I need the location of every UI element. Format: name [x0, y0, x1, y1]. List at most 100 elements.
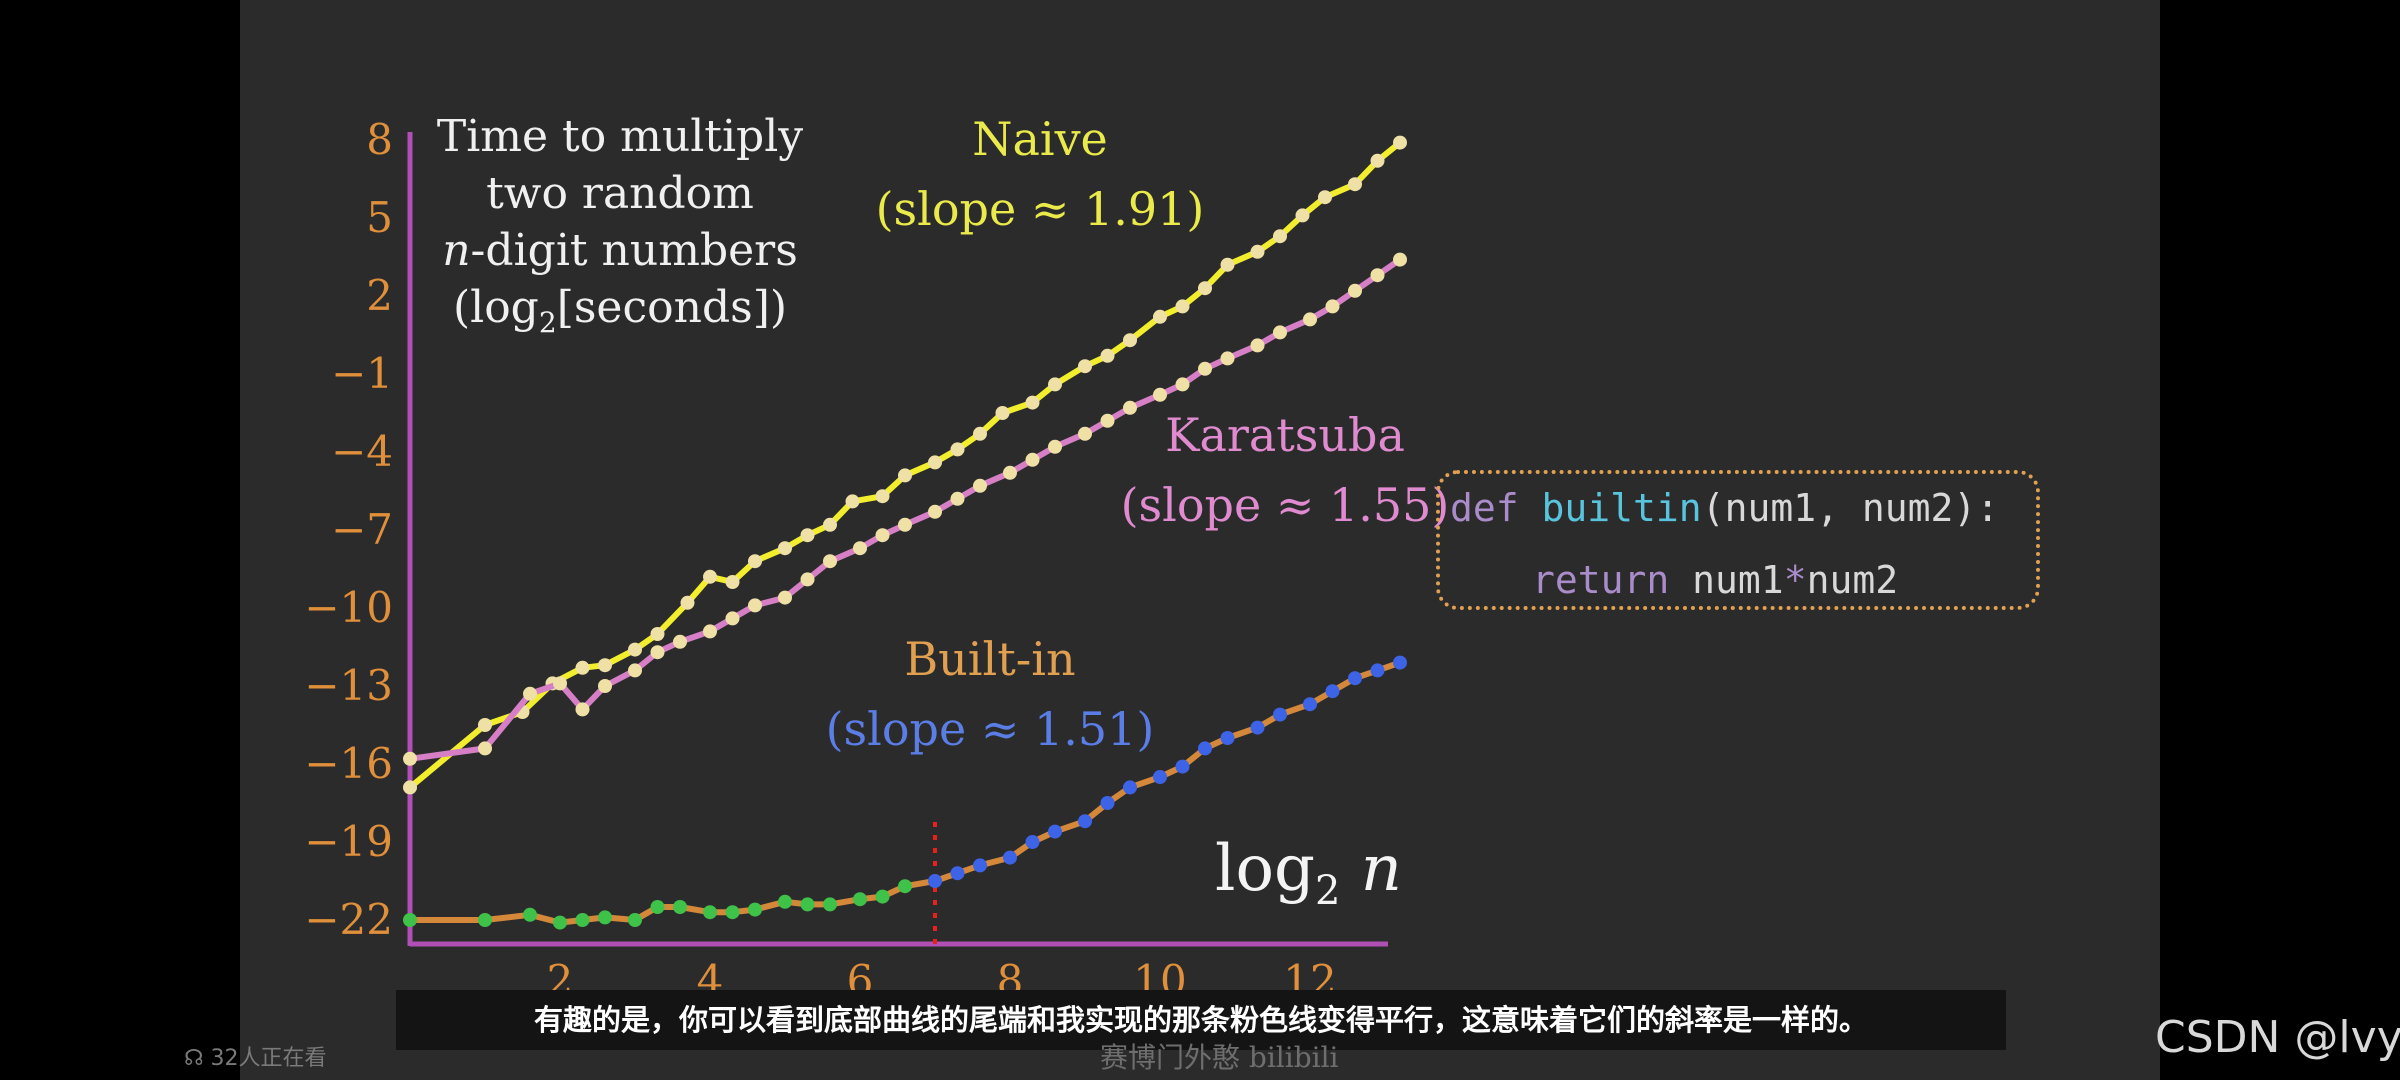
karatsuba-data-point — [598, 679, 612, 693]
naive-data-point — [778, 541, 792, 556]
naive-data-point — [800, 528, 815, 543]
naive-data-point — [928, 455, 942, 470]
karatsuba-data-point — [748, 598, 762, 613]
builtin-data-point — [1370, 663, 1385, 678]
naive-data-point — [598, 658, 612, 673]
naive-data-point — [628, 642, 642, 657]
karatsuba-data-point — [1003, 465, 1017, 480]
karatsuba-label: Karatsuba — [1165, 408, 1405, 462]
naive-data-point — [1198, 281, 1212, 296]
karatsuba-data-point — [403, 751, 417, 766]
y-tick-label: −10 — [304, 583, 393, 632]
karatsuba-data-point — [650, 645, 665, 660]
karatsuba-data-point — [950, 491, 965, 506]
karatsuba-data-point — [628, 663, 642, 678]
karatsuba-data-point — [1048, 439, 1062, 454]
builtin-data-point — [1348, 671, 1362, 686]
naive-data-point — [845, 494, 860, 509]
karatsuba-data-point — [1198, 361, 1212, 376]
y-tick-label: −13 — [304, 661, 393, 710]
builtin-data-point — [575, 913, 590, 927]
naive-data-point — [1220, 257, 1235, 272]
karatsuba-data-point — [523, 686, 537, 701]
karatsuba-data-point — [553, 676, 567, 691]
builtin-data-point — [928, 874, 942, 888]
builtin-data-point — [1153, 770, 1167, 784]
karatsuba-data-point — [875, 528, 890, 543]
builtin-data-point — [725, 905, 740, 920]
naive-data-point — [1175, 299, 1190, 314]
naive-data-point — [1153, 309, 1167, 324]
naive-data-point — [1025, 395, 1040, 410]
karatsuba-data-point — [1370, 268, 1385, 283]
y-tick-label: −7 — [331, 505, 393, 554]
naive-data-point — [950, 442, 965, 457]
builtin-data-point — [1175, 759, 1190, 774]
naive-data-point — [1318, 190, 1332, 205]
code-operator: * — [1783, 558, 1807, 602]
naive-data-point — [1250, 244, 1265, 259]
builtin-data-point — [523, 907, 537, 922]
naive-data-point — [875, 489, 890, 504]
naive-slope-label: (slope ≈ 1.91) — [875, 182, 1205, 236]
karatsuba-data-point — [1153, 387, 1167, 402]
naive-data-point — [1295, 208, 1310, 223]
naive-data-point — [703, 569, 717, 584]
karatsuba-data-point — [928, 504, 942, 519]
karatsuba-data-point — [1123, 400, 1137, 415]
y-tick-label: 8 — [366, 115, 393, 164]
karatsuba-data-point — [898, 517, 912, 532]
builtin-data-point — [673, 900, 687, 914]
code-line-def: def builtin(num1, num2): — [1450, 486, 1999, 530]
builtin-data-point — [1393, 655, 1407, 670]
karatsuba-data-point — [1348, 283, 1362, 298]
video-watermark: 赛博门外憨 bilibili — [1100, 1041, 1339, 1074]
builtin-data-point — [1325, 684, 1340, 699]
builtin-data-point — [778, 894, 792, 909]
builtin-data-point — [650, 900, 665, 914]
naive-label: Naive — [972, 112, 1108, 166]
y-tick-label: −19 — [304, 817, 393, 866]
builtin-data-point — [553, 915, 567, 930]
builtin-data-point — [950, 866, 965, 881]
builtin-data-point — [1250, 720, 1265, 735]
builtin-data-point — [973, 858, 987, 873]
builtin-data-point — [1123, 780, 1137, 795]
karatsuba-data-point — [1250, 338, 1265, 353]
naive-data-point — [748, 554, 762, 569]
naive-data-point — [680, 595, 695, 610]
naive-data-point — [403, 780, 417, 795]
karatsuba-data-point — [1025, 452, 1040, 467]
karatsuba-data-point — [1273, 325, 1287, 340]
builtin-data-point — [1198, 741, 1212, 756]
code-keyword-def: def — [1450, 486, 1519, 530]
naive-data-point — [575, 660, 590, 675]
naive-data-point — [1370, 153, 1385, 168]
naive-data-point — [823, 517, 837, 532]
naive-data-point — [973, 426, 987, 441]
naive-data-point — [1393, 135, 1407, 150]
title-line-2: two random — [486, 168, 754, 219]
karatsuba-data-point — [703, 624, 717, 639]
viewer-count: ☊ 32人正在看 — [184, 1040, 327, 1072]
karatsuba-data-point — [853, 541, 867, 556]
builtin-data-point — [853, 892, 867, 907]
karatsuba-data-point — [575, 702, 590, 717]
naive-data-point — [478, 718, 492, 732]
y-tick-label: −4 — [331, 427, 393, 476]
code-keyword-return: return — [1532, 558, 1670, 602]
naive-data-point — [995, 406, 1010, 420]
karatsuba-data-point — [973, 478, 987, 493]
video-frame — [240, 0, 2160, 1080]
title-unit: [seconds]) — [556, 282, 788, 333]
code-box: def builtin(num1, num2): return num1*num… — [1436, 470, 2040, 610]
viewer-icon: ☊ — [184, 1046, 211, 1071]
x-axis-label: log2 n — [1215, 832, 1402, 914]
y-tick-label: −1 — [331, 349, 393, 398]
y-tick-label: 2 — [366, 271, 393, 320]
karatsuba-data-point — [1325, 299, 1340, 314]
builtin-data-point — [748, 902, 762, 917]
builtin-data-point — [403, 913, 417, 927]
builtin-data-point — [875, 889, 890, 904]
